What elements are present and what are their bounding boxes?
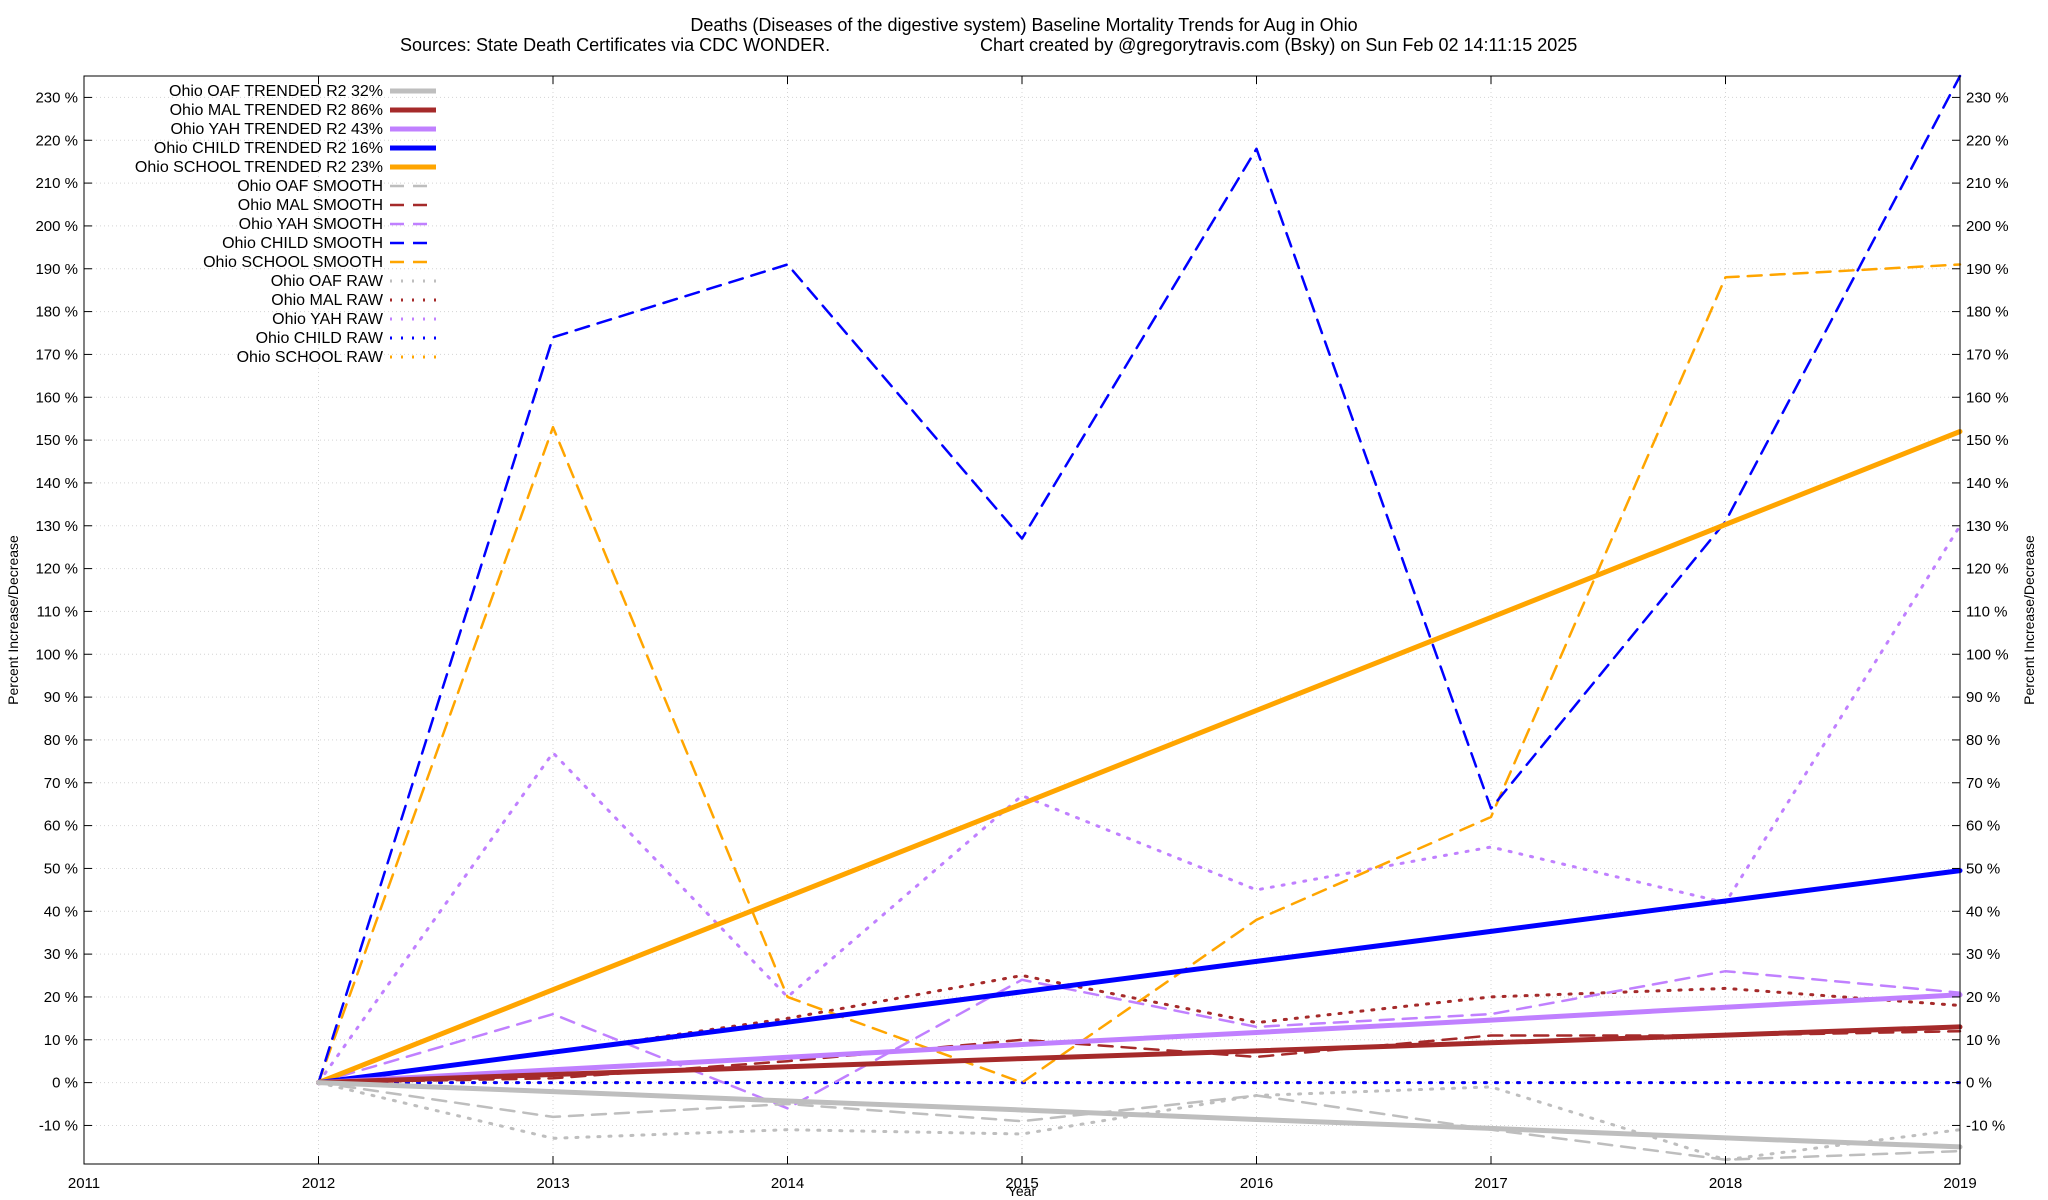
- legend-label: Ohio OAF RAW: [271, 273, 384, 290]
- series-line-11: [317, 974, 1962, 1085]
- legend-label: Ohio CHILD TRENDED R2 16%: [154, 140, 383, 157]
- x-tick-label: 2014: [771, 1175, 804, 1192]
- y-tick-label: 90 %: [44, 689, 78, 706]
- x-tick-label: 2013: [536, 1175, 569, 1192]
- y-tick-label: 60 %: [44, 818, 78, 835]
- y2-tick-label: 70 %: [1966, 775, 2000, 792]
- y-tick-label: 180 %: [35, 304, 78, 321]
- series-line-2: [316, 992, 1963, 1086]
- series-line-3: [316, 868, 1963, 1086]
- x-tick-label: 2018: [1709, 1175, 1742, 1192]
- x-tick-label: 2019: [1943, 1175, 1976, 1192]
- series-line-8: [317, 74, 1962, 1084]
- y-tick-label: 130 %: [35, 518, 78, 535]
- y2-tick-label: 120 %: [1966, 561, 2009, 578]
- x-tick-label: 2012: [302, 1175, 335, 1192]
- y-tick-label: 20 %: [44, 989, 78, 1006]
- y2-tick-label: 180 %: [1966, 304, 2009, 321]
- legend-label: Ohio OAF TRENDED R2 32%: [169, 83, 383, 100]
- y2-tick-label: 150 %: [1966, 432, 2009, 449]
- y2-tick-label: 20 %: [1966, 989, 2000, 1006]
- y2-tick-label: 210 %: [1966, 175, 2009, 192]
- legend-label: Ohio MAL SMOOTH: [238, 197, 383, 214]
- y2-tick-label: 200 %: [1966, 218, 2009, 235]
- axis-ticks: -10 % -10 % 0 % 0 % 10 % 10 % 20 % 20 % 30 % 30 %…: [35, 76, 2009, 1192]
- y-tick-label: 10 %: [44, 1032, 78, 1049]
- legend-label: Ohio SCHOOL SMOOTH: [203, 254, 383, 271]
- y-tick-label: 140 %: [35, 475, 78, 492]
- y2-tick-label: 90 %: [1966, 689, 2000, 706]
- y2-tick-label: 220 %: [1966, 132, 2009, 149]
- y2-tick-label: 190 %: [1966, 261, 2009, 278]
- y-tick-label: 160 %: [35, 389, 78, 406]
- series-line-4: [316, 429, 1963, 1086]
- legend-label: Ohio SCHOOL TRENDED R2 23%: [135, 159, 383, 176]
- legend-label: Ohio YAH SMOOTH: [239, 216, 383, 233]
- chart-subtitle-left: Sources: State Death Certificates via CD…: [400, 35, 830, 55]
- y-tick-label: 210 %: [35, 175, 78, 192]
- legend-label: Ohio MAL TRENDED R2 86%: [170, 102, 383, 119]
- series-line-5: [317, 1081, 1962, 1161]
- y2-tick-label: 80 %: [1966, 732, 2000, 749]
- y-axis-label-right: Percent Increase/Decrease: [2021, 535, 2037, 705]
- y2-tick-label: 40 %: [1966, 903, 2000, 920]
- y-tick-label: 220 %: [35, 132, 78, 149]
- y2-tick-label: 230 %: [1966, 89, 2009, 106]
- y2-tick-label: 100 %: [1966, 646, 2009, 663]
- plot-lines: [316, 74, 1963, 1162]
- y2-tick-label: 170 %: [1966, 346, 2009, 363]
- x-tick-label: 2011: [68, 1175, 100, 1192]
- x-tick-label: 2016: [1240, 1175, 1273, 1192]
- y-tick-label: 40 %: [44, 903, 78, 920]
- chart-title: Deaths (Diseases of the digestive system…: [690, 15, 1357, 35]
- y2-tick-label: 60 %: [1966, 818, 2000, 835]
- legend: Ohio OAF TRENDED R2 32% Ohio MAL TRENDED …: [135, 83, 436, 366]
- legend-label: Ohio CHILD RAW: [256, 330, 384, 347]
- series-line-12: [317, 524, 1962, 1085]
- chart-subtitle-right: Chart created by @gregorytravis.com (Bsk…: [980, 35, 1577, 55]
- x-tick-label: 2015: [1005, 1175, 1038, 1192]
- legend-label: Ohio SCHOOL RAW: [237, 349, 384, 366]
- y-tick-label: 50 %: [44, 860, 78, 877]
- x-axis-label: Year: [1008, 1183, 1037, 1199]
- y2-tick-label: 30 %: [1966, 946, 2000, 963]
- x-tick-label: 2017: [1474, 1175, 1507, 1192]
- legend-label: Ohio YAH TRENDED R2 43%: [170, 121, 383, 138]
- series-line-9: [317, 263, 1962, 1084]
- y-tick-label: 150 %: [35, 432, 78, 449]
- series-line-7: [317, 969, 1962, 1110]
- y2-tick-label: 140 %: [1966, 475, 2009, 492]
- legend-label: Ohio CHILD SMOOTH: [222, 235, 383, 252]
- y2-tick-label: 110 %: [1966, 603, 2007, 620]
- y-tick-label: 30 %: [44, 946, 78, 963]
- y-tick-label: 70 %: [44, 775, 78, 792]
- y-tick-label: 230 %: [35, 89, 78, 106]
- y2-tick-label: 160 %: [1966, 389, 2009, 406]
- y-tick-label: 200 %: [35, 218, 78, 235]
- legend-label: Ohio YAH RAW: [272, 311, 384, 328]
- y-tick-label: 110 %: [37, 603, 78, 620]
- y-tick-label: 190 %: [35, 261, 78, 278]
- series-line-0: [316, 1080, 1963, 1150]
- y2-tick-label: 130 %: [1966, 518, 2009, 535]
- y-tick-label: -10 %: [39, 1117, 78, 1134]
- y-tick-label: 120 %: [35, 561, 78, 578]
- y2-tick-label: -10 %: [1966, 1117, 2005, 1134]
- y-tick-label: 170 %: [35, 346, 78, 363]
- legend-label: Ohio OAF SMOOTH: [237, 178, 383, 195]
- y-axis-label-left: Percent Increase/Decrease: [5, 535, 21, 705]
- series-line-10: [317, 1081, 1962, 1162]
- y2-tick-label: 0 %: [1966, 1075, 1992, 1092]
- y2-tick-label: 10 %: [1966, 1032, 2000, 1049]
- y-tick-label: 80 %: [44, 732, 78, 749]
- y-tick-label: 0 %: [52, 1075, 78, 1092]
- legend-label: Ohio MAL RAW: [271, 292, 384, 309]
- y-tick-label: 100 %: [35, 646, 78, 663]
- series-line-1: [316, 1024, 1963, 1086]
- y2-tick-label: 50 %: [1966, 860, 2000, 877]
